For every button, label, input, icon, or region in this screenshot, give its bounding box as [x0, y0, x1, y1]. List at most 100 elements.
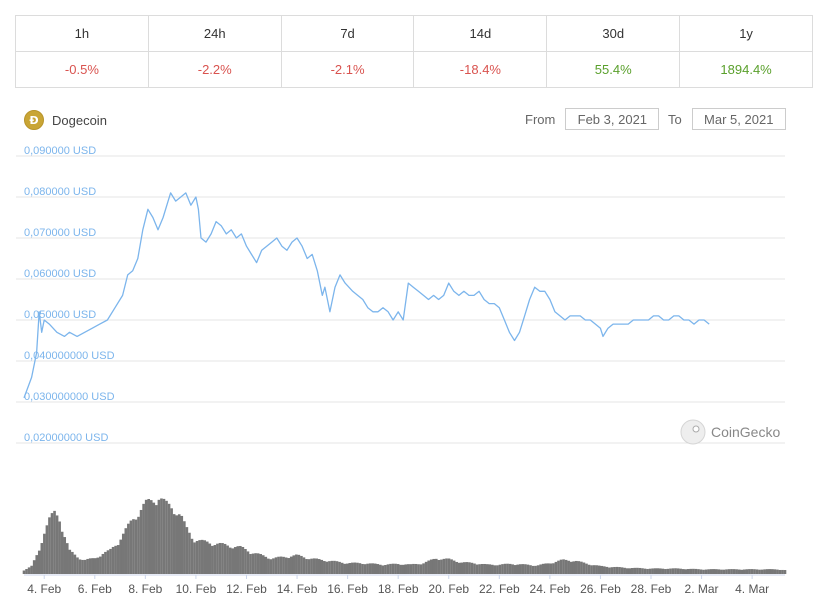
volume-bar	[213, 545, 217, 574]
volume-bar	[450, 559, 453, 574]
volume-bar	[129, 520, 133, 574]
volume-bar	[526, 564, 530, 574]
to-label: To	[668, 111, 682, 127]
volume-bar	[366, 563, 369, 574]
volume-bar	[249, 554, 252, 574]
volume-bar	[781, 569, 784, 574]
volume-bar	[748, 569, 751, 574]
volume-bar	[567, 560, 570, 574]
volume-bar	[167, 503, 171, 574]
volume-bar	[694, 568, 698, 574]
volume-bar	[592, 565, 596, 574]
volume-bar	[758, 569, 761, 574]
x-tick-label: 16. Feb	[327, 582, 368, 596]
volume-bar	[246, 551, 250, 574]
volume-bar	[714, 569, 718, 574]
volume-bar	[720, 569, 723, 574]
volume-bar	[190, 538, 194, 574]
change-1y: 1894.4%	[679, 51, 813, 88]
volume-bar	[68, 549, 72, 574]
volume-bar	[674, 568, 677, 574]
volume-bar	[40, 543, 44, 574]
volume-bar	[582, 562, 586, 574]
volume-bar	[455, 561, 458, 574]
period-1h: 1h	[15, 15, 149, 52]
volume-bar	[144, 499, 148, 574]
volume-bar	[557, 560, 560, 574]
volume-bar	[396, 564, 400, 574]
volume-bar	[742, 569, 746, 574]
volume-bar	[60, 531, 64, 574]
x-tick-label: 18. Feb	[378, 582, 419, 596]
volume-bar	[689, 568, 693, 574]
watermark-text: CoinGecko	[711, 424, 780, 440]
to-date-input[interactable]: Mar 5, 2021	[691, 108, 786, 130]
volume-bar	[96, 557, 100, 574]
volume-bar	[104, 551, 107, 574]
from-label: From	[525, 111, 556, 127]
change-30d: 55.4%	[546, 51, 681, 88]
volume-bar	[368, 563, 372, 574]
volume-bar	[356, 562, 359, 574]
x-tick-label: 12. Feb	[226, 582, 267, 596]
volume-bar	[259, 554, 262, 574]
volume-bar	[121, 533, 125, 574]
volume-bar	[137, 516, 140, 574]
volume-bar	[78, 559, 82, 574]
volume-bar	[623, 567, 626, 574]
volume-bar	[55, 515, 59, 574]
volume-bar	[205, 541, 209, 574]
volume-bar	[30, 565, 33, 574]
volume-bar	[305, 559, 308, 574]
volume-bar	[310, 558, 313, 574]
volume-bar	[228, 547, 232, 574]
volume-bar	[127, 523, 130, 574]
volume-bar	[463, 562, 466, 574]
volume-bar	[254, 553, 257, 574]
volume-bar	[618, 567, 621, 574]
period-7d: 7d	[280, 15, 415, 52]
volume-bar	[88, 558, 92, 574]
volume-bar	[491, 564, 494, 574]
price-chart[interactable]: 0,090000 USD 0,080000 USD 0,070000 USD 0,06…	[0, 140, 826, 608]
from-date-input[interactable]: Feb 3, 2021	[565, 108, 660, 130]
volume-bar	[277, 556, 280, 574]
volume-bar	[633, 567, 637, 574]
volume-bar	[223, 543, 227, 574]
volume-bar	[600, 565, 604, 574]
volume-bar	[226, 545, 229, 574]
volume-bar	[63, 537, 67, 574]
coingecko-watermark: CoinGecko	[680, 419, 780, 445]
volume-bar	[193, 542, 196, 574]
volume-bar	[414, 563, 418, 574]
volume-bar	[208, 543, 212, 574]
volume-bar	[236, 546, 240, 574]
volume-bar	[692, 568, 695, 574]
volume-bar	[653, 568, 657, 574]
volume-bar	[638, 567, 642, 574]
volume-bar	[272, 558, 275, 574]
volume-bar	[562, 559, 565, 574]
volume-bar	[287, 558, 290, 574]
volume-bar	[330, 560, 334, 574]
x-tick-label: 26. Feb	[580, 582, 621, 596]
volume-bar	[32, 560, 36, 574]
volume-bar	[529, 565, 532, 574]
volume-bar	[717, 569, 721, 574]
volume-bar	[773, 569, 777, 574]
volume-bar	[445, 558, 448, 574]
volume-bar	[776, 569, 779, 574]
volume-bar	[541, 563, 545, 574]
x-tick-label: 10. Feb	[176, 582, 217, 596]
x-tick-label: 4. Feb	[27, 582, 61, 596]
y-tick-label: 0,040000000 USD	[24, 350, 115, 362]
volume-bar	[590, 565, 593, 574]
volume-bar	[613, 566, 616, 574]
x-tick-label: 4. Mar	[735, 582, 769, 596]
volume-bar	[605, 566, 609, 574]
volume-bar	[48, 517, 51, 574]
volume-bar	[348, 563, 352, 574]
volume-bar	[279, 556, 283, 574]
volume-bar	[516, 564, 520, 574]
y-tick-label: 0,02000000 USD	[24, 432, 108, 444]
